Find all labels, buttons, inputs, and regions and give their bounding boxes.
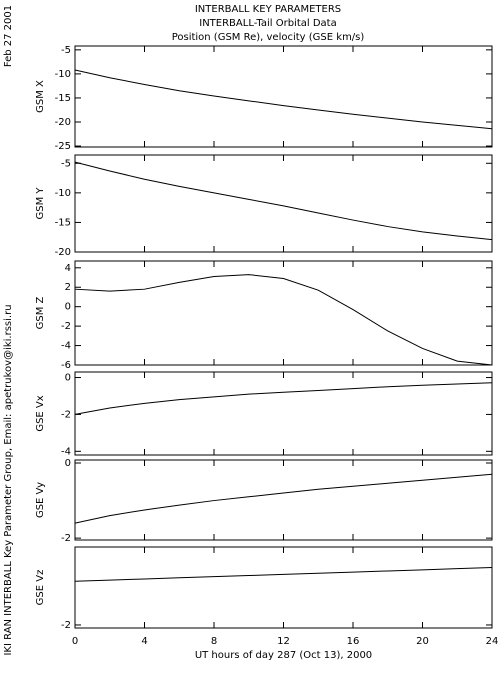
x-tick-label: 12 [277,636,290,647]
y-tick-label: -2 [61,620,71,631]
title: Position (GSM Re), velocity (GSE km/s) [172,32,365,43]
y-axis-label: GSM X [35,80,46,113]
y-axis-label: GSM Z [35,296,46,329]
y-tick-label: -2 [61,321,71,332]
x-tick-label: 8 [211,636,217,647]
y-tick-label: -15 [55,217,71,228]
title: INTERBALL KEY PARAMETERS [195,4,341,15]
y-tick-label: -20 [55,247,71,258]
y-axis-label: GSE Vz [35,570,46,606]
title: INTERBALL-Tail Orbital Data [199,18,336,29]
y-tick-label: 2 [65,282,71,293]
data-line [74,69,493,130]
data-line [74,274,493,366]
y-tick-label: 0 [65,373,71,384]
y-axis-label: GSM Y [35,187,46,220]
y-tick-label: -15 [55,93,71,104]
y-axis-label: GSE Vx [35,395,46,431]
x-axis-label: UT hours of day 287 (Oct 13), 2000 [195,650,372,661]
y-tick-label: -4 [61,341,71,352]
y-tick-label: -10 [55,188,71,199]
y-tick-label: 4 [65,263,71,274]
y-tick-label: -4 [61,446,71,457]
data-line [74,567,493,582]
x-tick-label: 20 [416,636,429,647]
y-tick-label: -10 [55,69,71,80]
y-tick-label: -25 [55,141,71,152]
y-tick-label: -6 [61,360,71,371]
x-tick-label: 16 [347,636,360,647]
data-line [74,382,493,415]
y-axis-label: GSE Vy [35,482,46,518]
data-line [74,161,493,241]
y-tick-label: -5 [61,45,71,56]
date: Feb 27 2001 [3,5,14,67]
x-tick-label: 24 [486,636,499,647]
y-tick-label: -2 [61,409,71,420]
data-line [74,473,493,524]
x-tick-label: 0 [72,636,78,647]
y-tick-label: -5 [61,158,71,169]
credit: IKI RAN INTERBALL Key Parameter Group, E… [3,304,14,655]
y-tick-label: -20 [55,117,71,128]
y-tick-label: 0 [65,302,71,313]
y-tick-label: 0 [65,458,71,469]
y-tick-label: -2 [61,533,71,544]
x-tick-label: 4 [141,636,147,647]
